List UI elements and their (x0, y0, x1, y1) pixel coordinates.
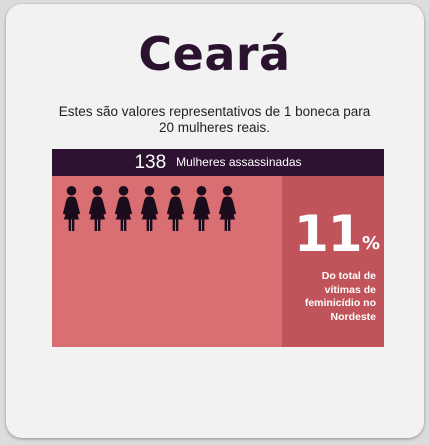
stat-description: Do total de vítimas de feminicídio no No… (304, 270, 376, 323)
dolls-row (60, 184, 239, 234)
victim-count: 138 (134, 152, 167, 173)
woman-figure-icon (166, 186, 185, 232)
subtitle: Estes são valores representativos de 1 b… (58, 104, 371, 135)
stat-value: 11 (294, 205, 363, 263)
woman-figure-icon (218, 186, 237, 232)
page-title: Ceará (138, 27, 291, 81)
woman-figure-icon (62, 186, 81, 232)
woman-figure-icon (114, 186, 133, 232)
header-bar: 138 Mulheres assassinadas (52, 149, 384, 176)
woman-figure-icon (192, 186, 211, 232)
stat-unit: % (362, 233, 381, 254)
woman-figure-icon (88, 186, 107, 232)
stat-panel: 11 % Do total de vítimas de feminicídio … (282, 176, 384, 347)
woman-figure-icon (140, 186, 159, 232)
dolls-panel (52, 176, 282, 347)
victim-count-label: Mulheres assassinadas (176, 155, 302, 169)
